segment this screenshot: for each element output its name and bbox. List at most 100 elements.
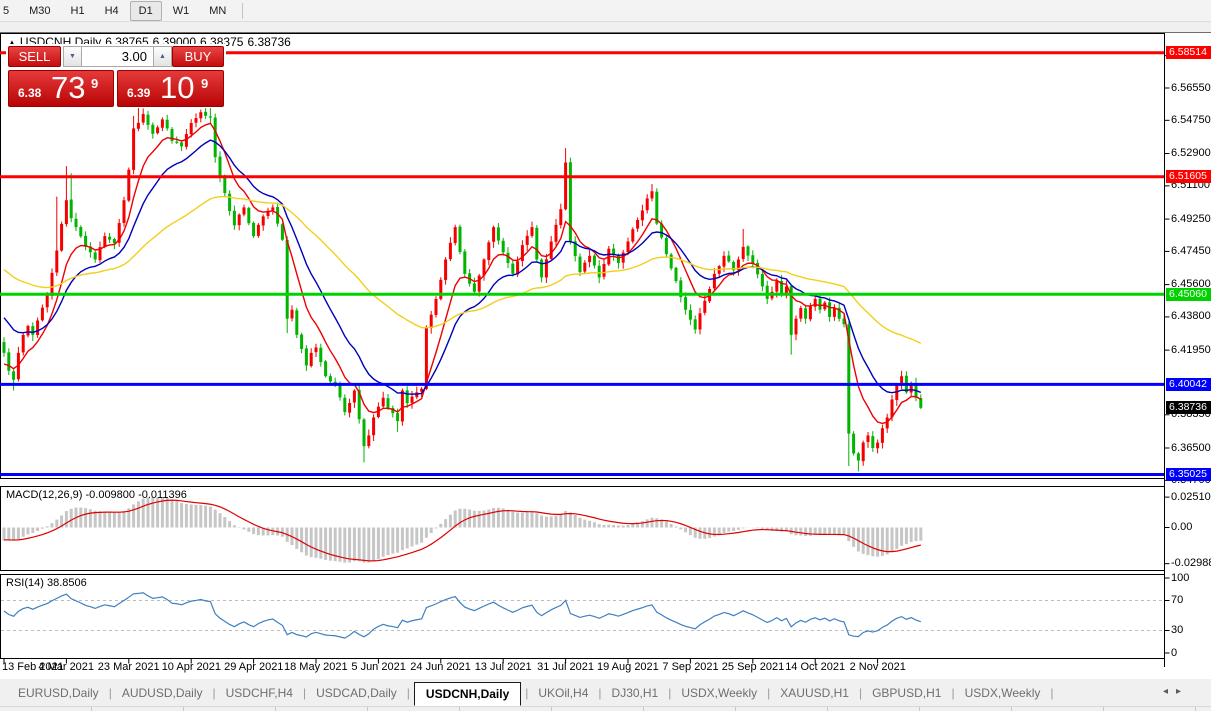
symbol-tab-GBPUSD-H1[interactable]: GBPUSD,H1 — [872, 685, 942, 700]
timeframe-button-M30[interactable]: M30 — [29, 4, 51, 17]
volume-input[interactable] — [82, 46, 153, 67]
macd-values: -0.009800 -0.011396 — [85, 489, 187, 501]
tab-separator: | — [951, 685, 955, 700]
price-axis-tick: 6.47450 — [1171, 244, 1211, 257]
date-axis-label: 25 Sep 2021 — [721, 661, 785, 673]
symbol-tab-bar: EURUSD,Daily | AUDUSD,Daily | USDCHF,H4 | USDC… — [0, 679, 1211, 706]
date-axis-label: 18 May 2021 — [284, 661, 348, 673]
timeframe-buttons: 5 M30 H1 H4 D1 W1 MN — [0, 0, 236, 21]
timeframe-button-W1[interactable]: W1 — [172, 4, 190, 17]
symbol-tab-USDX-Weekly[interactable]: USDX,Weekly — [681, 685, 758, 700]
symbol-tab-USDCNH-Daily[interactable]: USDCNH,Daily — [413, 681, 522, 706]
tab-separator: | — [668, 685, 672, 700]
price-line-label: 6.58514 — [1166, 46, 1211, 60]
tab-separator: | — [212, 685, 216, 700]
price-axis-tick: 70 — [1171, 594, 1184, 606]
price-axis-tick: 100 — [1171, 571, 1190, 584]
rsi-value: 38.8506 — [46, 577, 87, 589]
timeframe-button-D1[interactable]: D1 — [129, 0, 162, 21]
tab-separator: | — [767, 685, 771, 700]
volume-increase-button[interactable]: ▲ — [153, 46, 172, 67]
symbol-tab-USDCHF-H4[interactable]: USDCHF,H4 — [225, 685, 293, 700]
date-axis-label: 2 Nov 2021 — [849, 661, 906, 673]
macd-pane-label: MACD(12,26,9) -0.009800 -0.011396 — [6, 489, 187, 501]
tab-scroll-right-icon[interactable]: ▸ — [1175, 686, 1189, 697]
price-axis-tick: 6.52900 — [1171, 147, 1211, 160]
status-strip — [0, 706, 1211, 711]
chart-window: ▲ USDCNH,Daily 6.38765 6.39000 6.38375 6.3873… — [0, 32, 1211, 679]
timeframe-button-5[interactable]: 5 — [3, 4, 10, 17]
price-axis-tick: -0.029881 — [1171, 557, 1211, 570]
toolbar-separator — [242, 2, 244, 19]
price-line-label: 6.38736 — [1166, 401, 1211, 415]
date-axis-label: 23 Mar 2021 — [97, 661, 160, 673]
buy-price-box[interactable]: 6.39 10 9 — [117, 70, 224, 107]
buy-button[interactable]: BUY — [172, 46, 224, 67]
price-line-label: 6.40042 — [1166, 377, 1211, 391]
date-axis-label: 13 Jul 2021 — [474, 661, 532, 673]
price-line-label: 6.45060 — [1166, 287, 1211, 301]
timeframe-button-MN[interactable]: MN — [209, 4, 227, 17]
tab-scroll-left-icon[interactable]: ◂ — [1162, 686, 1176, 697]
chart-close: 6.38736 — [247, 35, 291, 49]
price-axis-tick: 30 — [1171, 624, 1184, 636]
price-axis-tick: 0.00 — [1171, 521, 1193, 533]
tab-separator: | — [1050, 685, 1054, 700]
rsi-pane-label: RSI(14) 38.8506 — [6, 577, 87, 589]
date-axis-label: 29 Apr 2021 — [224, 661, 284, 673]
sell-button[interactable]: SELL — [8, 46, 61, 67]
date-axis-label: 5 Jun 2021 — [351, 661, 406, 673]
price-axis-tick: 0.025108 — [1171, 490, 1211, 503]
date-axis-label: 31 Jul 2021 — [537, 661, 594, 673]
chevron-up-icon: ▲ — [159, 53, 166, 60]
rsi-name: RSI(14) — [6, 577, 44, 589]
price-axis-tick: 0 — [1171, 646, 1178, 659]
price-axis-tick: 6.41950 — [1171, 343, 1211, 356]
buy-price-big: 10 — [160, 70, 195, 105]
symbol-tab-AUDUSD-Daily[interactable]: AUDUSD,Daily — [121, 685, 203, 700]
tab-separator: | — [406, 685, 410, 700]
date-axis-label: 7 Sep 2021 — [662, 661, 719, 673]
buy-price-prefix: 6.39 — [127, 86, 151, 100]
symbol-tab-USDCAD-Daily[interactable]: USDCAD,Daily — [316, 685, 397, 700]
date-axis-label: 10 Apr 2021 — [161, 661, 222, 673]
date-axis-label: 14 Oct 2021 — [785, 661, 846, 673]
price-axis-tick: 6.54750 — [1171, 113, 1211, 126]
one-click-trade-panel: SELL ▼ ▲ BUY 6.38 73 9 6.39 10 9 — [6, 44, 226, 108]
sell-price-box[interactable]: 6.38 73 9 — [8, 70, 114, 107]
volume-decrease-button[interactable]: ▼ — [63, 46, 82, 67]
timeframe-toolbar: 5 M30 H1 H4 D1 W1 MN — [0, 0, 1211, 22]
price-axis-tick: 6.36500 — [1171, 441, 1211, 454]
sell-price-big: 73 — [51, 70, 86, 105]
symbol-tab-XAUUSD-H1[interactable]: XAUUSD,H1 — [780, 685, 849, 700]
tab-separator: | — [302, 685, 307, 700]
symbol-triangle-icon: ▲ — [8, 38, 16, 47]
price-line-label: 6.51605 — [1166, 170, 1211, 184]
tab-separator: | — [858, 685, 863, 700]
buy-price-sup: 9 — [201, 76, 209, 91]
price-axis-tick: 6.49250 — [1171, 212, 1211, 225]
symbol-tabs: EURUSD,Daily | AUDUSD,Daily | USDCHF,H4 | USDC… — [12, 681, 1057, 706]
date-axis-label: 19 Aug 2021 — [597, 661, 659, 673]
price-axis-tick: 6.56550 — [1171, 81, 1211, 94]
date-axis-label: 4 Mar 2021 — [38, 661, 95, 673]
sell-price-sup: 9 — [91, 76, 99, 91]
tab-separator: | — [108, 685, 112, 700]
sell-price-prefix: 6.38 — [18, 86, 42, 100]
tab-scroll-arrows: ◂▸ — [1163, 686, 1189, 697]
price-axis-tick: 6.45600 — [1171, 278, 1211, 291]
date-axis-label: 13 Feb 2021 — [2, 661, 64, 673]
symbol-tab-EURUSD-Daily[interactable]: EURUSD,Daily — [18, 685, 99, 700]
symbol-tab-USDX-Weekly[interactable]: USDX,Weekly — [964, 685, 1041, 700]
macd-name: MACD(12,26,9) — [6, 489, 83, 501]
tab-separator: | — [598, 685, 602, 700]
chevron-down-icon: ▼ — [69, 53, 76, 60]
price-line-label: 6.35025 — [1166, 467, 1211, 481]
symbol-tab-DJ30-H1[interactable]: DJ30,H1 — [611, 685, 659, 700]
timeframe-button-H4[interactable]: H4 — [104, 4, 119, 17]
price-axis-tick: 6.43800 — [1171, 310, 1211, 323]
tab-separator: | — [525, 685, 529, 700]
symbol-tab-UKOil-H4[interactable]: UKOil,H4 — [538, 685, 589, 700]
timeframe-button-H1[interactable]: H1 — [70, 4, 85, 17]
